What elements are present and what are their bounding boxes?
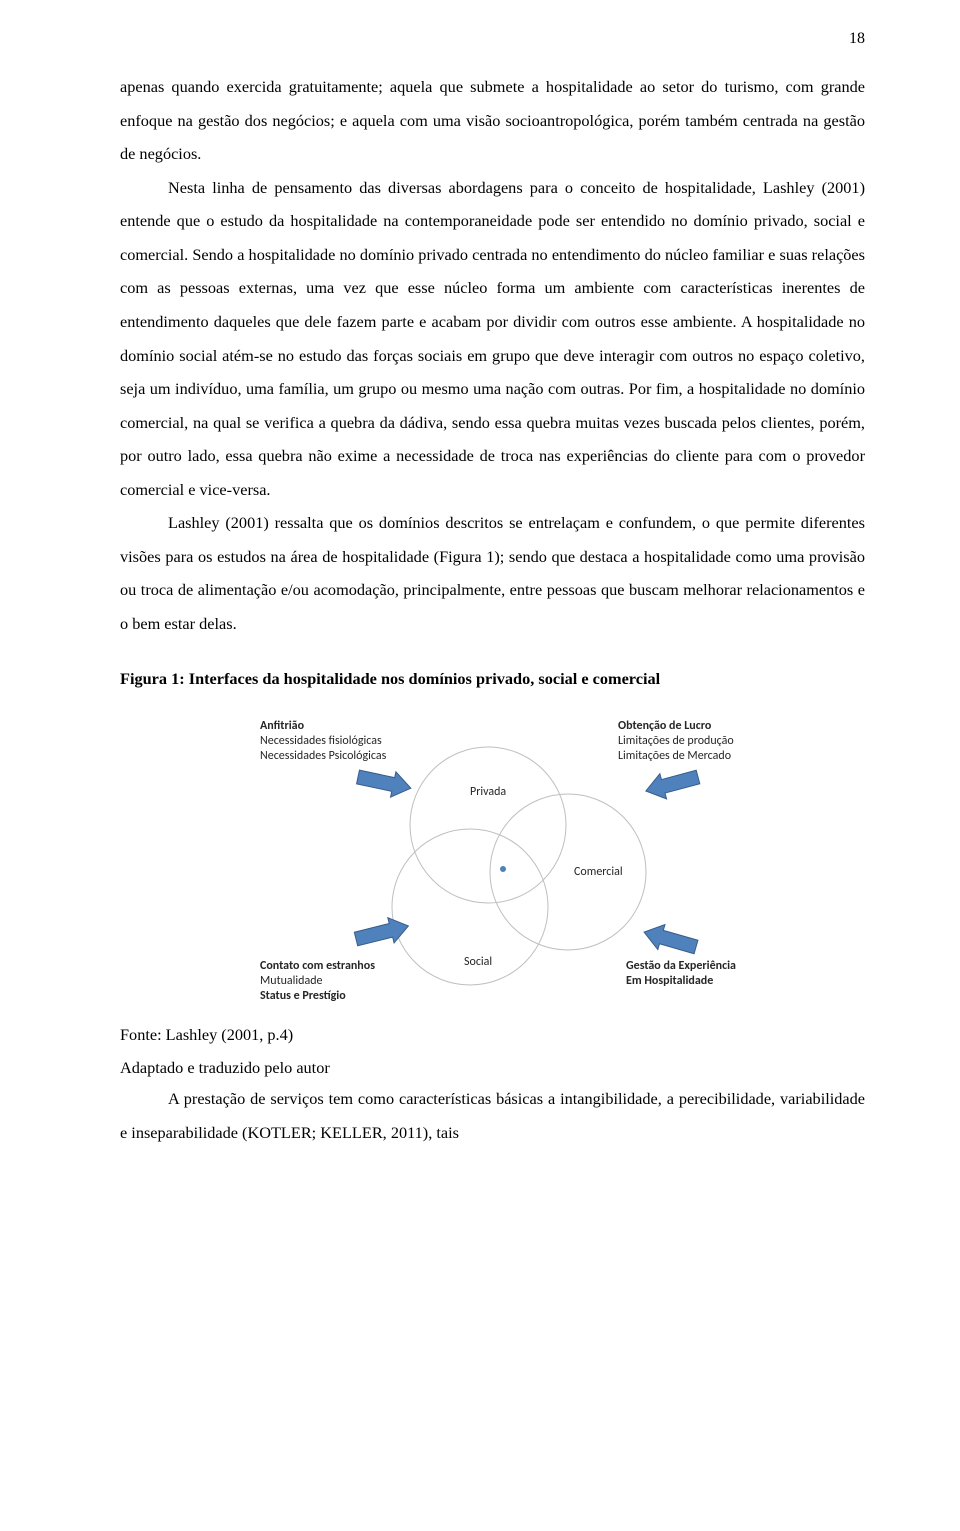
paragraph-1: apenas quando exercida gratuitamente; aq… (120, 70, 865, 171)
venn-center-dot (500, 866, 506, 872)
label-comercial: Comercial (574, 865, 623, 879)
figure-container: PrivadaComercialSocialAnfitriãoNecessida… (120, 707, 865, 1007)
label-social: Social (464, 955, 492, 969)
callout-bottom-right-line-0: Gestão da Experiência (626, 959, 736, 973)
paragraph-2: Nesta linha de pensamento das diversas a… (120, 171, 865, 507)
arrow-top-left (355, 764, 413, 801)
paragraph-4: A prestação de serviços tem como caracte… (120, 1082, 865, 1149)
callout-top-left-line-2: Necessidades Psicológicas (260, 749, 387, 763)
figure-adapted: Adaptado e traduzido pelo autor (120, 1054, 865, 1082)
venn-diagram: PrivadaComercialSocialAnfitriãoNecessida… (198, 707, 788, 1007)
arrow-top-right (642, 764, 701, 803)
paragraph-3: Lashley (2001) ressalta que os domínios … (120, 506, 865, 640)
figure-title: Figura 1: Interfaces da hospitalidade no… (120, 669, 865, 689)
callout-top-left-line-1: Necessidades fisiológicas (260, 734, 382, 748)
callout-bottom-left-line-2: Status e Prestígio (260, 989, 346, 1003)
callout-top-left-line-0: Anfitrião (260, 719, 305, 733)
callout-top-right-line-2: Limitações de Mercado (618, 749, 731, 763)
callout-bottom-left-line-0: Contato com estranhos (260, 959, 375, 973)
document-page: 18 apenas quando exercida gratuitamente;… (0, 0, 960, 1179)
callout-bottom-right-line-1: Em Hospitalidade (626, 974, 713, 988)
page-number: 18 (120, 30, 865, 48)
callout-top-right-line-1: Limitações de produção (618, 734, 734, 748)
callout-bottom-left-line-1: Mutualidade (260, 974, 323, 988)
label-privada: Privada (470, 785, 506, 799)
arrow-bottom-right (640, 919, 699, 959)
callout-top-right-line-0: Obtenção de Lucro (618, 719, 712, 733)
figure-source: Fonte: Lashley (2001, p.4) (120, 1021, 865, 1049)
